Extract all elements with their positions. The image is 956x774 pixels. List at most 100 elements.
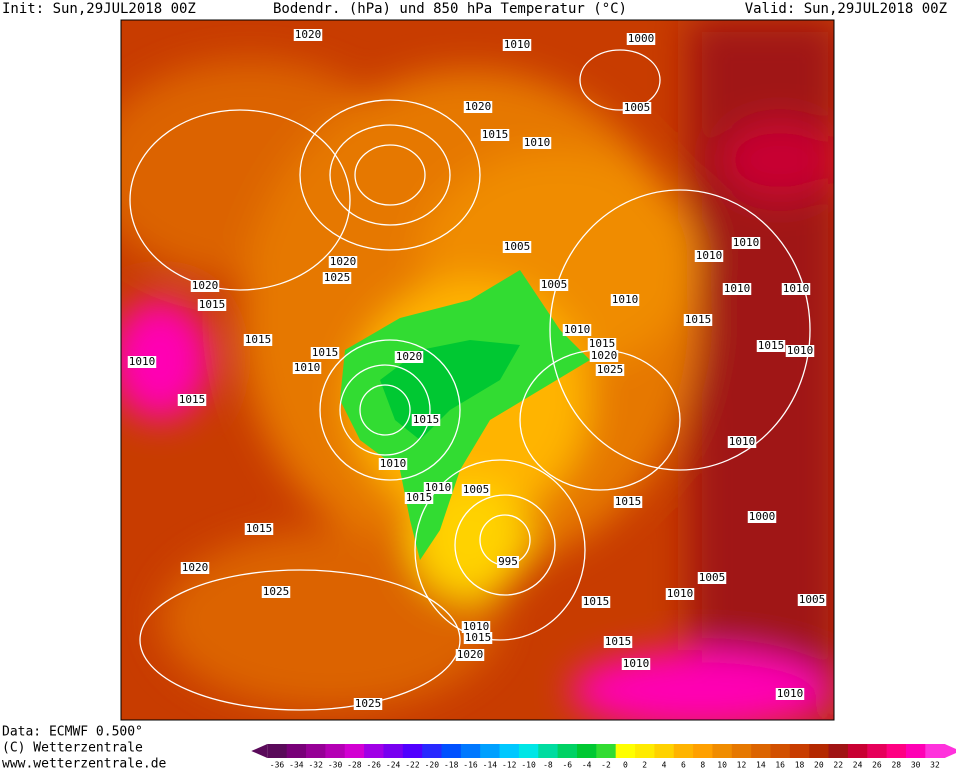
isobar-label: 1015 [413,413,440,426]
isobar-label: 1025 [597,363,624,376]
colorbar-swatch [422,744,442,758]
isobar-label: 1010 [129,355,156,368]
colorbar-swatch [731,744,752,758]
isobar-label: 1010 [667,587,694,600]
valid-time: Valid: Sun,29JUL2018 00Z [745,1,947,17]
colorbar-tick-label: -18 [444,761,459,770]
isobar-label: 1005 [699,571,726,584]
isobar-label: 1020 [457,648,484,661]
colorbar-tick-label: -30 [328,761,343,770]
colorbar-swatch [789,744,810,758]
colorbar-tick-label: -32 [308,761,323,770]
colorbar-swatch [770,744,791,758]
colorbar-tick-label: -28 [347,761,362,770]
isobar-label-box [404,492,434,504]
isobar-label: 1010 [777,687,804,700]
isobar-label: 1015 [482,128,509,141]
colorbar-tick-label: 32 [930,761,940,770]
isobar-label-box [502,241,532,253]
isobar-label: 1010 [783,282,810,295]
colorbar-tick-label: 18 [795,761,805,770]
isobar-label-box [180,562,210,574]
isobar-label-box [480,129,510,141]
isobar-label: 1010 [294,361,321,374]
isobar-label: 1005 [504,240,531,253]
isobar-label: 1020 [465,100,492,113]
isobar-label-box [127,356,157,368]
colorbar-arrow-right [944,744,956,758]
colorbar-tick-label: 12 [737,761,747,770]
isobar-label-box [197,299,227,311]
isobars [129,49,811,711]
isobar-label: 1020 [182,561,209,574]
isobar-label: 1015 [465,631,492,644]
isobar-label-box [293,29,323,41]
isobar-label: 1010 [787,344,814,357]
isobar-label: 1010 [733,236,760,249]
copyright: (C) Wetterzentrale [2,741,143,756]
colorbar: -36 -34 -32 -30 -28 -26 -24 -22 -20 -18 -16 -14 -12-… [251,744,956,770]
isobar-label: 1015 [615,495,642,508]
colorbar-tick-label: -14 [483,761,498,770]
colorbar-tick-label: -16 [463,761,478,770]
isobar-label: 1025 [263,585,290,598]
isobar-label: 1000 [749,510,776,523]
colorbar-tick-label: 26 [872,761,882,770]
colorbar-swatch [499,744,520,758]
isobar-label-box [378,458,408,470]
colorbar-swatch [306,744,326,758]
colorbar-swatch [712,744,733,758]
isobar-label: 1015 [246,522,273,535]
isobar-label: 1010 [729,435,756,448]
isobar-label-box [539,279,569,291]
isobar-label-box [310,347,340,359]
colorbar-swatch [441,744,462,758]
isobar-label: 1020 [192,279,219,292]
colorbar-swatch [344,744,365,758]
isobar-label-box [731,237,761,249]
isobar-label-box [497,556,519,568]
isobar-label: 1010 [564,323,591,336]
colorbar-swatch [905,744,926,758]
colorbar-swatch [267,744,288,758]
colorbar-tick-label: 10 [717,761,727,770]
isobar-label: 1015 [199,298,226,311]
website: www.wetterzentrale.de [2,757,167,771]
colorbar-tick-label: -2 [601,761,611,770]
colorbar-swatch [673,744,694,758]
isobar-label-box [622,102,652,114]
isobar-label-box [589,350,619,362]
map-frame [120,19,835,721]
isobar-label: 1015 [245,333,272,346]
colorbar-tick-label: -34 [289,761,304,770]
isobar-label: 1015 [685,313,712,326]
colorbar-tick-label: -10 [521,761,536,770]
isobar-label-box [328,256,358,268]
colorbar-tick-label: 0 [623,761,628,770]
isobar-label-box [665,588,695,600]
isobar-label: 1005 [463,483,490,496]
colorbar-swatch [576,744,597,758]
isobar-label: 1025 [324,271,351,284]
isobar-label: 1010 [463,620,490,633]
isobar-label-box [177,394,207,406]
colorbar-swatch [751,744,771,758]
colorbar-swatch [325,744,346,758]
isobar-label: 1015 [312,346,339,359]
colorbar-tick-label: 6 [681,761,686,770]
isobar-label-box [461,484,491,496]
isobar-label-box [595,364,625,376]
colorbar-tick-label: 20 [814,761,824,770]
colorbar-tick-label: 30 [911,761,921,770]
isobar-label-box [461,621,491,633]
colorbar-tick-label: 28 [891,761,901,770]
map-title: Bodendr. (hPa) und 850 hPa Temperatur (°… [273,1,627,17]
isobar-label: 1020 [295,28,322,41]
colorbar-swatch [538,744,559,758]
colorbar-tick-label: 16 [775,761,785,770]
isobar-label-box [694,250,724,262]
colorbar-tick-label: 8 [700,761,705,770]
colorbar-swatch [364,744,384,758]
colorbar-swatch [828,744,849,758]
